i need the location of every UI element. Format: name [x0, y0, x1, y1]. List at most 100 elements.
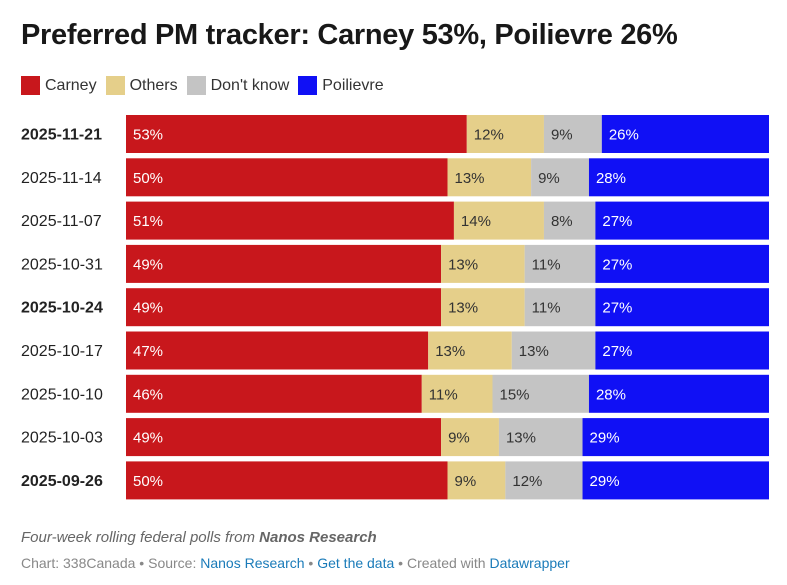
bar-others-2025-10-31: [441, 244, 525, 283]
value-label-carney-2025-11-07: 51%: [133, 213, 163, 230]
bar-poilievre-2025-11-14: [588, 158, 769, 197]
bar-poilievre-2025-10-24: [595, 288, 769, 327]
bar-poilievre-2025-10-17: [595, 331, 769, 370]
value-label-others-2025-09-26: 9%: [455, 473, 477, 490]
value-label-poilievre-2025-10-24: 27%: [602, 300, 632, 317]
source-link[interactable]: Nanos Research: [200, 555, 305, 571]
value-label-don-t-know-2025-11-21: 9%: [551, 127, 573, 144]
value-label-carney-2025-10-17: 47%: [133, 343, 163, 360]
bar-don-t-know-2025-10-10: [492, 374, 589, 413]
value-label-don-t-know-2025-11-07: 8%: [551, 213, 573, 230]
bar-don-t-know-2025-10-31: [524, 244, 596, 283]
value-label-others-2025-11-14: 13%: [455, 170, 485, 187]
bar-don-t-know-2025-10-03: [498, 418, 583, 457]
legend-swatch-dont-know: [186, 76, 206, 95]
bar-don-t-know-2025-10-24: [524, 288, 596, 327]
value-label-poilievre-2025-11-21: 26%: [609, 127, 639, 144]
value-label-don-t-know-2025-10-03: 13%: [506, 430, 536, 447]
bar-others-2025-10-10: [421, 374, 493, 413]
bar-carney-2025-10-24: [126, 288, 442, 327]
legend-item-carney: Carney: [21, 76, 97, 95]
datawrapper-link[interactable]: Datawrapper: [489, 555, 570, 571]
bar-poilievre-2025-11-21: [601, 115, 769, 153]
bar-poilievre-2025-10-10: [588, 374, 769, 413]
bar-others-2025-11-14: [447, 158, 532, 197]
credits-sep-tool: • Created with: [394, 555, 490, 571]
row-label-2025-10-31: 2025-10-31: [21, 256, 103, 273]
credits: Chart: 338Canada • Source: Nanos Researc…: [21, 555, 570, 571]
row-label-2025-11-07: 2025-11-07: [21, 213, 102, 230]
bar-carney-2025-11-21: [126, 115, 467, 153]
legend-swatch-poilievre: [298, 76, 318, 95]
value-label-others-2025-10-17: 13%: [435, 343, 465, 360]
bar-poilievre-2025-11-07: [595, 201, 769, 240]
bar-don-t-know-2025-11-07: [543, 201, 596, 240]
row-label-2025-10-03: 2025-10-03: [21, 430, 103, 447]
legend-item-poilievre: Poilievre: [298, 76, 384, 95]
legend-item-others: Others: [105, 76, 178, 95]
value-label-carney-2025-11-21: 53%: [133, 127, 163, 144]
value-label-others-2025-10-31: 13%: [448, 256, 478, 273]
bar-others-2025-09-26: [447, 461, 506, 500]
footnote-source: Nanos Research: [259, 529, 377, 546]
bar-don-t-know-2025-10-17: [511, 331, 596, 370]
value-label-others-2025-10-10: 11%: [429, 386, 458, 403]
bar-poilievre-2025-09-26: [582, 461, 769, 500]
legend-item-dont-know: Don't know: [186, 76, 290, 95]
value-label-don-t-know-2025-10-10: 15%: [500, 386, 530, 403]
credits-sep-source: • Source:: [135, 555, 201, 571]
row-label-2025-09-26: 2025-09-26: [21, 473, 103, 490]
bar-carney-2025-10-10: [126, 374, 422, 413]
value-label-others-2025-11-07: 14%: [461, 213, 491, 230]
bar-poilievre-2025-10-31: [595, 244, 769, 283]
stacked-bar-chart: 2025-11-21 53% 12% 9% 26% 2025-11-14 50% 13% 9% 2…: [21, 115, 769, 500]
value-label-carney-2025-11-14: 50%: [133, 170, 163, 187]
legend-swatch-carney: [21, 76, 40, 95]
row-label-2025-11-21: 2025-11-21: [21, 127, 102, 144]
value-label-don-t-know-2025-11-14: 9%: [538, 170, 560, 187]
value-label-poilievre-2025-09-26: 29%: [590, 473, 620, 490]
value-label-poilievre-2025-10-10: 28%: [596, 386, 626, 403]
credits-chart: Chart: 338Canada: [21, 555, 136, 571]
chart-title: Preferred PM tracker: Carney 53%, Poilie…: [21, 19, 678, 51]
bar-carney-2025-10-03: [126, 418, 442, 457]
legend-label-others: Others: [129, 76, 178, 94]
value-label-poilievre-2025-10-31: 27%: [602, 256, 632, 273]
value-label-don-t-know-2025-10-24: 11%: [532, 300, 561, 317]
value-label-don-t-know-2025-10-31: 11%: [532, 256, 561, 273]
row-label-2025-10-10: 2025-10-10: [21, 386, 103, 403]
bar-carney-2025-10-17: [126, 331, 429, 370]
value-label-poilievre-2025-10-17: 27%: [602, 343, 632, 360]
bar-carney-2025-10-31: [126, 244, 442, 283]
bar-carney-2025-11-07: [126, 201, 454, 240]
bar-don-t-know-2025-09-26: [505, 461, 583, 500]
bar-others-2025-10-24: [441, 288, 525, 327]
legend-label-carney: Carney: [45, 76, 97, 94]
bar-others-2025-10-03: [441, 418, 499, 457]
value-label-don-t-know-2025-10-17: 13%: [519, 343, 549, 360]
footnote-text: Four-week rolling federal polls from: [21, 529, 260, 546]
bar-don-t-know-2025-11-14: [531, 158, 589, 197]
value-label-poilievre-2025-10-03: 29%: [590, 430, 620, 447]
value-label-others-2025-10-24: 13%: [448, 300, 478, 317]
bar-others-2025-11-07: [453, 201, 544, 240]
credits-sep-data: •: [304, 555, 318, 571]
legend-label-poilievre: Poilievre: [322, 76, 384, 94]
row-label-2025-10-17: 2025-10-17: [21, 343, 103, 360]
bar-others-2025-11-21: [466, 115, 544, 153]
get-data-link[interactable]: Get the data: [317, 555, 395, 571]
legend-swatch-others: [105, 76, 125, 95]
value-label-poilievre-2025-11-14: 28%: [596, 170, 626, 187]
value-label-others-2025-11-21: 12%: [474, 127, 504, 144]
value-label-carney-2025-10-24: 49%: [133, 300, 163, 317]
bar-carney-2025-09-26: [126, 461, 448, 500]
value-label-carney-2025-10-31: 49%: [133, 256, 163, 273]
bar-others-2025-10-17: [428, 331, 512, 370]
row-label-2025-10-24: 2025-10-24: [21, 300, 103, 317]
row-label-2025-11-14: 2025-11-14: [21, 170, 102, 187]
value-label-don-t-know-2025-09-26: 12%: [512, 473, 542, 490]
bar-don-t-know-2025-11-21: [543, 115, 602, 153]
bar-poilievre-2025-10-03: [582, 418, 769, 457]
value-label-carney-2025-09-26: 50%: [133, 473, 163, 490]
legend-label-dont-know: Don't know: [210, 76, 290, 94]
